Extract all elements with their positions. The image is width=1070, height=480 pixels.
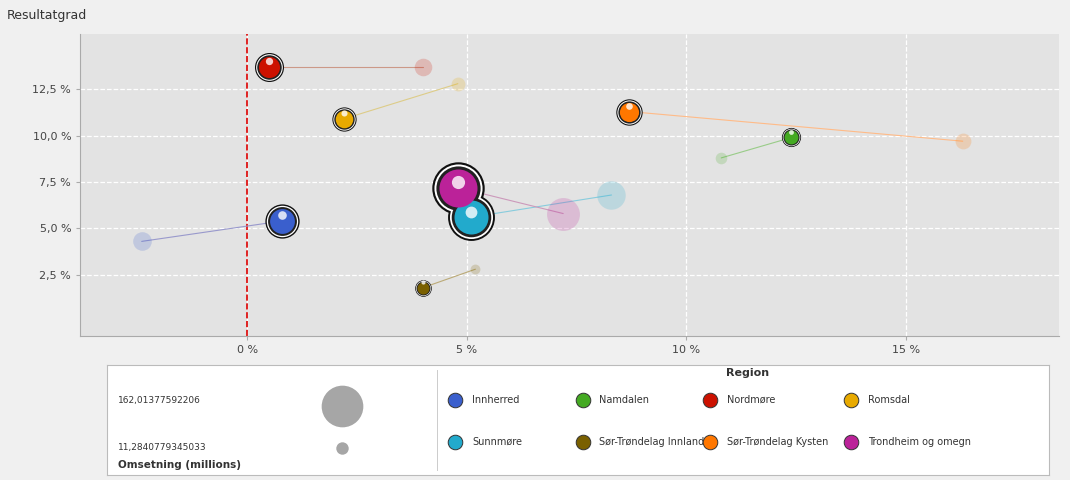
Point xyxy=(467,265,484,273)
Point xyxy=(414,284,431,292)
Point xyxy=(621,108,638,115)
Point xyxy=(462,214,479,221)
Point xyxy=(449,184,467,192)
Point xyxy=(414,63,431,71)
Point xyxy=(783,133,800,141)
Point xyxy=(462,214,479,221)
Point xyxy=(602,191,620,199)
Point xyxy=(447,438,464,446)
Text: 162,01377592206: 162,01377592206 xyxy=(119,396,201,405)
Text: 11,2840779345033: 11,2840779345033 xyxy=(119,443,207,452)
Point xyxy=(274,217,291,225)
Point xyxy=(783,133,800,141)
Point xyxy=(335,109,352,117)
Point xyxy=(713,154,730,162)
Point xyxy=(334,402,351,409)
Point xyxy=(701,396,718,404)
Point xyxy=(462,214,479,221)
Text: Sunnmøre: Sunnmøre xyxy=(472,437,522,447)
Point xyxy=(701,438,718,446)
Point xyxy=(133,238,150,245)
Point xyxy=(334,444,351,451)
Point xyxy=(462,208,479,216)
Point xyxy=(842,438,859,446)
Point xyxy=(449,184,467,192)
Point xyxy=(335,115,352,123)
Point xyxy=(954,137,972,145)
Point xyxy=(274,217,291,225)
Point xyxy=(260,63,277,71)
Text: Trondheim og omegn: Trondheim og omegn xyxy=(868,437,970,447)
Text: Omsetning (millions): Omsetning (millions) xyxy=(119,460,242,469)
Text: Innherred: Innherred xyxy=(472,395,520,405)
Point xyxy=(274,217,291,225)
Text: Romsdal: Romsdal xyxy=(868,395,910,405)
Point xyxy=(260,63,277,71)
Point xyxy=(449,178,467,186)
Point xyxy=(574,438,591,446)
Text: Vekst: Vekst xyxy=(553,375,586,388)
Point xyxy=(462,214,479,221)
Point xyxy=(414,284,431,292)
Point xyxy=(414,278,431,286)
Point xyxy=(783,128,800,136)
Point xyxy=(621,102,638,110)
Point xyxy=(335,115,352,123)
Point xyxy=(449,184,467,192)
Point xyxy=(414,284,431,292)
Point xyxy=(574,396,591,404)
Point xyxy=(783,133,800,141)
Point xyxy=(414,284,431,292)
Point xyxy=(260,58,277,65)
Point xyxy=(783,133,800,141)
Point xyxy=(335,115,352,123)
Point xyxy=(260,63,277,71)
Text: Sør-Trøndelag Kysten: Sør-Trøndelag Kysten xyxy=(727,437,828,447)
Point xyxy=(621,108,638,115)
Point xyxy=(335,115,352,123)
Point xyxy=(842,396,859,404)
Point xyxy=(260,63,277,71)
Text: Resultatgrad: Resultatgrad xyxy=(6,9,87,22)
Point xyxy=(621,108,638,115)
Point xyxy=(621,108,638,115)
Text: Sør-Trøndelag Innlandet: Sør-Trøndelag Innlandet xyxy=(599,437,715,447)
Point xyxy=(554,210,571,217)
Point xyxy=(449,80,467,87)
Text: Nordmøre: Nordmøre xyxy=(727,395,775,405)
Point xyxy=(274,212,291,219)
Point xyxy=(447,396,464,404)
Point xyxy=(449,184,467,192)
Point xyxy=(274,217,291,225)
Text: Region: Region xyxy=(725,368,769,378)
Text: Namdalen: Namdalen xyxy=(599,395,649,405)
